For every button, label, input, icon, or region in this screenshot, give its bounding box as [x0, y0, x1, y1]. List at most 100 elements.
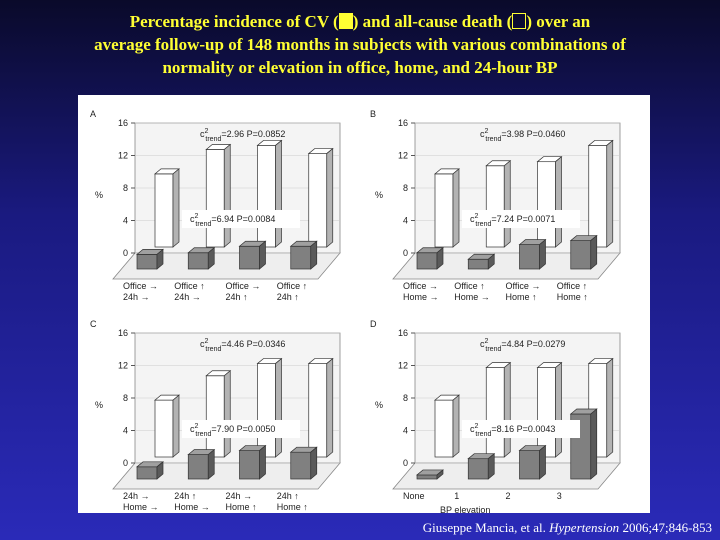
bar-front [154, 173, 174, 248]
bar [256, 139, 283, 248]
annotation-symbol: c [470, 214, 475, 224]
x-tick-label: None [403, 491, 425, 501]
bar-side [275, 357, 282, 458]
annotation: c2 trend=2.96 P=0.0852 [200, 128, 285, 143]
bar-side [207, 448, 215, 480]
y-tick-label: 16 [398, 118, 408, 128]
bar [205, 143, 232, 248]
y-axis-label: % [95, 400, 103, 410]
citation-ref: 2006;47;846-853 [622, 520, 712, 535]
bar-side [223, 370, 231, 458]
y-tick-label: 4 [123, 216, 128, 226]
bar [136, 248, 164, 270]
annotation: c2 trend=7.24 P=0.0071 [470, 213, 555, 228]
y-tick-label: 0 [403, 458, 408, 468]
bar-front [588, 145, 608, 248]
y-tick-label: 8 [123, 183, 128, 193]
x-axis-label: BP elevation [440, 505, 490, 515]
bar [536, 155, 563, 248]
bar-side [503, 160, 511, 248]
x-tick-label: 24h → [174, 292, 201, 302]
bar-side [326, 147, 334, 248]
bar-front [239, 450, 260, 480]
annotation-bg [182, 210, 300, 228]
x-tick-label: 24h → [123, 292, 150, 302]
citation-journal: Hypertension [549, 520, 620, 535]
y-tick-label: 0 [123, 458, 128, 468]
bar-front [239, 245, 260, 270]
x-tick-label: Home ↑ [506, 292, 537, 302]
bar [416, 247, 444, 270]
bar [485, 160, 512, 248]
annotation-sub: trend [195, 431, 211, 438]
x-tick-label: Home → [403, 292, 439, 302]
bar [587, 139, 614, 248]
legend-box-cv [338, 13, 353, 29]
bar [238, 240, 267, 270]
annotation-symbol: c [190, 214, 195, 224]
bar-front [136, 254, 158, 270]
bar [289, 446, 318, 480]
bar-front [257, 145, 276, 248]
bar-side [310, 446, 318, 480]
annotation-sub: trend [485, 136, 501, 143]
bar [205, 370, 232, 458]
x-tick-label: 24h ↑ [277, 292, 299, 302]
bar-side [487, 253, 495, 270]
bar-front [485, 165, 505, 248]
annotation-sup: 2 [485, 338, 489, 345]
bar [416, 469, 444, 480]
title-text: ) and all-cause death ( [352, 12, 513, 31]
title-text: average follow-up of 148 months in subje… [94, 35, 626, 54]
annotation-bg [462, 210, 580, 228]
bar-side [539, 444, 546, 480]
y-tick-label: 16 [118, 328, 128, 338]
bar [536, 361, 563, 458]
x-tick-label: Home ↑ [277, 502, 308, 512]
annotation-symbol: c [470, 424, 475, 434]
annotation: c2 trend=4.46 P=0.0346 [200, 338, 285, 353]
bar-side [590, 408, 598, 480]
bar-side [555, 155, 562, 248]
bar-side [326, 357, 334, 458]
annotation-sub: trend [205, 136, 221, 143]
bar [289, 240, 318, 270]
y-tick-label: 4 [403, 426, 408, 436]
y-tick-label: 12 [118, 361, 128, 371]
bar-front [290, 451, 312, 480]
bar-front [205, 375, 225, 458]
annotation-text: =6.94 P=0.0084 [211, 214, 275, 224]
bar-side [223, 143, 231, 248]
y-tick-label: 12 [398, 151, 408, 161]
bar-front [537, 161, 556, 248]
annotation-sub: trend [195, 221, 211, 228]
bar-side [172, 394, 180, 458]
y-tick-label: 12 [118, 151, 128, 161]
bar-side [487, 452, 495, 480]
bar-side [259, 240, 266, 270]
annotation-symbol: c [200, 339, 205, 349]
bar-front [308, 153, 328, 248]
y-axis-label: % [375, 400, 383, 410]
x-tick-label: Home → [454, 292, 490, 302]
annotation-symbol: c [190, 424, 195, 434]
annotation: c2 trend=8.16 P=0.0043 [470, 423, 555, 438]
bar-front [416, 252, 438, 270]
bar [467, 452, 496, 480]
bar [485, 361, 512, 458]
annotation-sup: 2 [195, 213, 199, 220]
annotation-text: =7.24 P=0.0071 [491, 214, 555, 224]
bar-side [436, 247, 444, 270]
panel-letter: B [370, 109, 376, 119]
bar [569, 234, 598, 270]
annotation-sub: trend [205, 346, 221, 353]
y-tick-label: 16 [118, 118, 128, 128]
bar-front [537, 367, 556, 458]
annotation-bg [182, 420, 300, 438]
annotation-text: =4.84 P=0.0279 [501, 339, 565, 349]
panel-letter: C [90, 319, 97, 329]
x-tick-label: 24h → [123, 491, 150, 501]
bar-front [519, 450, 540, 480]
